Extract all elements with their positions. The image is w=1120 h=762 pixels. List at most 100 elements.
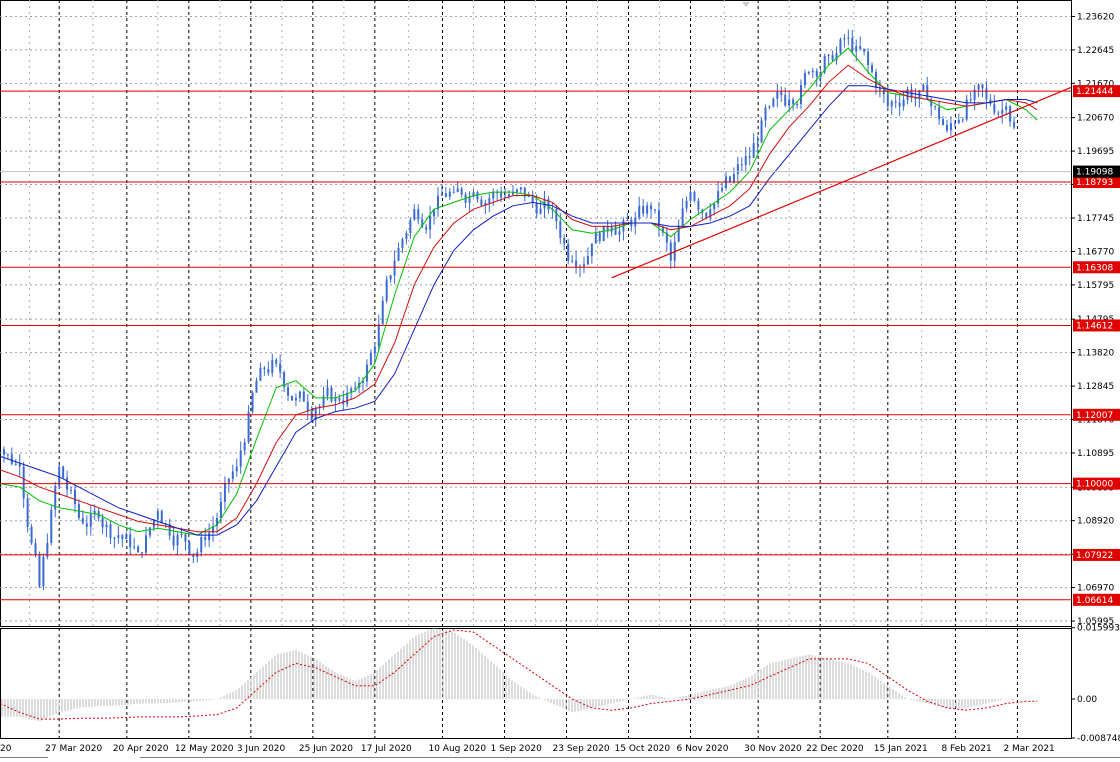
candle-body [54, 485, 57, 510]
moving-average-line-2 [0, 64, 1038, 533]
candle-body [799, 85, 802, 104]
candle-body [433, 209, 436, 216]
candle-body [137, 546, 140, 553]
price-tick-label: 1.22645 [1077, 46, 1114, 56]
candle-body [744, 156, 747, 166]
time-axis-label: 17 Jul 2020 [361, 744, 412, 754]
candle-body [283, 372, 286, 388]
candle-body [942, 119, 945, 125]
support-trendline[interactable] [611, 86, 1072, 279]
candle-body [646, 205, 649, 214]
candle-body [847, 37, 850, 39]
candle-body [350, 388, 353, 393]
candle-body [444, 193, 447, 197]
candle-body [961, 119, 964, 121]
candle-body [271, 359, 274, 373]
candle-body [618, 231, 621, 235]
candle-body [539, 208, 542, 214]
oscillator-pane[interactable]: 0.015993 0.00 -0.008748 [0, 624, 1120, 744]
candle-body [492, 192, 495, 199]
candle-body [105, 524, 108, 528]
horizontal-level-tag [1073, 261, 1120, 274]
candle-body [212, 526, 215, 533]
candle-body [855, 46, 858, 52]
main-pane[interactable]: 1.23620 1.22645 1.21670 1.20670 1.19695 1.187… [0, 0, 1120, 627]
time-axis-label: 15 Oct 2020 [615, 744, 671, 754]
candle-body [626, 220, 629, 222]
candle-body [661, 226, 664, 233]
candle-body [989, 99, 992, 104]
candle-body [298, 391, 301, 398]
candle-body [732, 174, 735, 182]
horizontal-level-label: 1.21444 [1076, 87, 1113, 97]
candle-body [393, 260, 396, 276]
horizontal-level-tag [1073, 85, 1120, 98]
horizontal-level-tag [1073, 176, 1120, 189]
candle-body [736, 164, 739, 175]
candle-body [413, 209, 416, 220]
candle-body [176, 535, 179, 546]
candle-body [251, 392, 254, 412]
candle-body [851, 37, 854, 52]
candle-body [764, 107, 767, 121]
oscillator-tick-label: -0.008748 [1077, 734, 1120, 744]
candle-body [243, 442, 246, 451]
candle-body [30, 526, 33, 544]
candle-body [515, 189, 518, 193]
candle-body [204, 537, 207, 541]
candle-body [259, 367, 262, 381]
candle-body [334, 397, 337, 402]
candle-body [18, 463, 21, 467]
candle-body [484, 202, 487, 206]
candle-body [405, 233, 408, 240]
candle-body [776, 91, 779, 99]
candle-body [133, 546, 136, 548]
candle-body [294, 397, 297, 401]
price-tick-label: 1.05995 [1077, 617, 1114, 627]
candle-body [657, 210, 660, 227]
candle-body [409, 219, 412, 234]
price-tick-label: 1.08920 [1077, 517, 1114, 527]
time-axis-label: 20 Apr 2020 [113, 744, 169, 754]
candle-body [381, 300, 384, 325]
candle-body [811, 70, 814, 73]
candle-body [610, 226, 613, 232]
candle-body [650, 205, 653, 210]
candle-body [290, 395, 293, 401]
candle-body [886, 94, 889, 107]
candle-body [188, 541, 191, 554]
candle-body [476, 192, 479, 200]
candle-body [385, 279, 388, 301]
candle-body [993, 103, 996, 113]
candle-body [681, 208, 684, 226]
candle-body [81, 517, 84, 524]
candle-body [606, 225, 609, 232]
candle-body [748, 156, 751, 158]
candle-body [148, 527, 151, 536]
candle-body [693, 192, 696, 201]
candle-body [267, 369, 270, 373]
candle-body [969, 99, 972, 101]
candle-body [788, 99, 791, 106]
moving-average-line-1 [0, 47, 1038, 536]
candle-body [590, 243, 593, 257]
time-axis-label: 27 Mar 2020 [45, 744, 102, 754]
horizontal-level-tag [1073, 477, 1120, 490]
candle-body [914, 97, 917, 99]
candle-body [93, 510, 96, 515]
candle-body [468, 196, 471, 203]
candle-body [322, 396, 325, 407]
chart-shift-marker-icon [742, 2, 750, 7]
candle-body [440, 193, 443, 196]
candle-body [803, 73, 806, 86]
time-axis-label: 12 May 2020 [175, 744, 234, 754]
candle-body [965, 99, 968, 120]
oscillator-signal-line [0, 629, 1038, 720]
moving-average-line-3 [0, 85, 1038, 536]
candle-body [768, 106, 771, 108]
candle-body [563, 237, 566, 244]
candle-body [934, 106, 937, 108]
candle-body [665, 232, 668, 243]
